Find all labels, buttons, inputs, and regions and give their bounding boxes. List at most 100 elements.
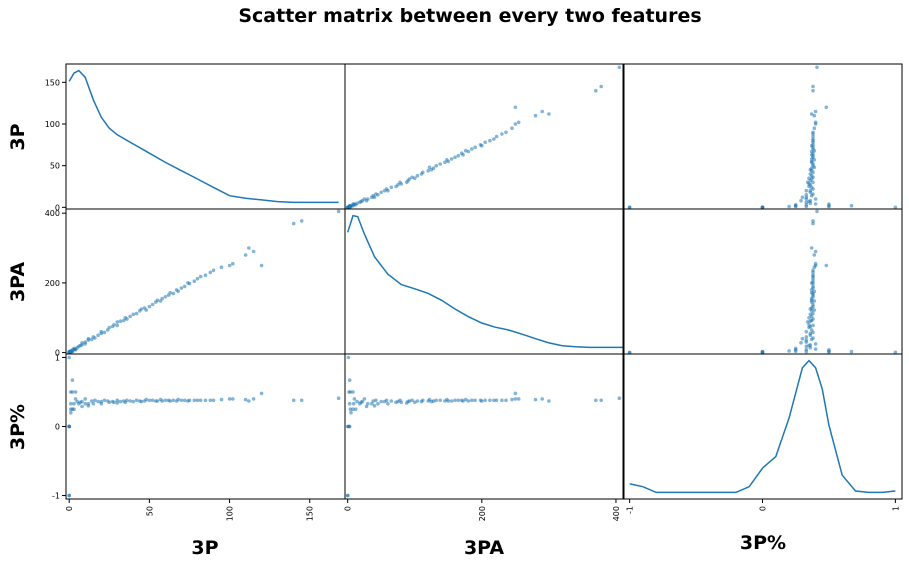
scatter-point <box>115 398 120 403</box>
scatter-point <box>811 284 815 289</box>
panel-frame <box>622 353 903 500</box>
scatter-point <box>219 397 224 402</box>
scatter-point <box>473 398 477 403</box>
scatter-point <box>478 398 483 403</box>
x-tick-label: 0 <box>344 506 353 511</box>
scatter-point <box>69 410 73 415</box>
scatter-point <box>804 188 809 193</box>
scatter-point <box>134 398 139 403</box>
scatter-point <box>421 398 425 403</box>
panel-frame <box>622 63 903 210</box>
scatter-point <box>427 397 432 402</box>
scatter-point <box>118 319 123 324</box>
scatter-point <box>259 263 264 268</box>
scatter-point <box>386 401 390 406</box>
scatter-point <box>807 322 811 327</box>
col-label-3p: 3P <box>191 537 218 559</box>
scatter-point <box>824 105 829 110</box>
scatter-point <box>187 281 192 286</box>
scatter-point <box>510 126 514 130</box>
scatter-point <box>227 397 232 401</box>
scatter-point <box>804 193 809 197</box>
scatter-point <box>80 404 84 409</box>
scatter-point <box>811 268 815 273</box>
scatter-point <box>849 349 854 354</box>
scatter-point <box>811 221 815 226</box>
scatter-point <box>811 143 815 147</box>
scatter-point <box>445 158 449 162</box>
scatter-point <box>376 401 380 406</box>
scatter-point <box>804 344 809 349</box>
row-label-3pa: 3PA <box>7 262 29 302</box>
scatter-point <box>211 398 216 403</box>
scatter-point <box>504 398 508 403</box>
scatter-point <box>438 398 443 403</box>
scatter-point <box>73 390 78 394</box>
scatter-point <box>131 399 136 404</box>
scatter-point <box>813 197 818 201</box>
scatter-point <box>808 331 813 336</box>
scatter-point <box>346 355 351 360</box>
scatter-point <box>348 407 353 412</box>
scatter-point <box>198 398 203 403</box>
scatter-point <box>760 349 765 354</box>
scatter-point <box>426 168 431 173</box>
scatter-point <box>366 401 370 406</box>
x-tick-label: 0 <box>759 506 768 511</box>
scatter-point <box>421 170 425 175</box>
scatter-point <box>516 120 521 125</box>
scatter-point <box>431 166 436 170</box>
scatter-point <box>83 340 87 344</box>
scatter-point <box>259 391 264 396</box>
y-tick-label: 200 <box>45 279 60 288</box>
y-tick-label: 150 <box>45 78 60 87</box>
scatter-point <box>504 130 508 135</box>
scatter-point <box>434 163 439 168</box>
scatter-point <box>93 336 97 340</box>
scatter-point <box>112 400 116 405</box>
scatter-point <box>362 397 367 401</box>
scatter-point <box>83 397 87 401</box>
scatter-point <box>73 397 78 401</box>
x-tick-label: 0 <box>65 506 74 511</box>
scatter-point <box>345 493 350 498</box>
scatter-point <box>102 330 107 335</box>
scatter-point <box>398 398 402 403</box>
scatter-point <box>811 192 815 196</box>
scatter-point <box>155 399 160 403</box>
scatter-point <box>351 390 355 394</box>
scatter-point <box>131 312 136 317</box>
scatter-point <box>459 151 464 155</box>
scatter-point <box>374 398 378 403</box>
scatter-point <box>187 398 192 403</box>
scatter-point <box>812 289 817 294</box>
scatter-point <box>808 172 813 176</box>
scatter-point <box>362 197 367 201</box>
scatter-point <box>459 398 464 403</box>
x-tick-label: 200 <box>478 506 487 521</box>
scatter-point <box>793 203 798 207</box>
scatter-point <box>389 185 394 190</box>
scatter-point <box>243 397 248 402</box>
scatter-point <box>811 180 815 185</box>
scatter-point <box>811 137 815 141</box>
scatter-point <box>168 290 172 295</box>
scatter-point <box>804 329 809 334</box>
scatter-point <box>808 312 813 317</box>
scatter-point <box>804 200 809 205</box>
scatter-point <box>139 399 144 404</box>
scatter-point <box>410 175 414 180</box>
scatter-point <box>144 397 148 402</box>
scatter-point <box>800 336 805 341</box>
scatter-point <box>379 190 384 195</box>
scatter-point <box>374 192 378 196</box>
scatter-point <box>96 333 100 338</box>
scatter-point <box>67 424 71 429</box>
scatter-point <box>453 398 457 403</box>
scatter-point <box>69 401 73 406</box>
scatter-point <box>540 109 544 114</box>
scatter-point <box>291 398 296 403</box>
scatter-point <box>492 398 496 403</box>
